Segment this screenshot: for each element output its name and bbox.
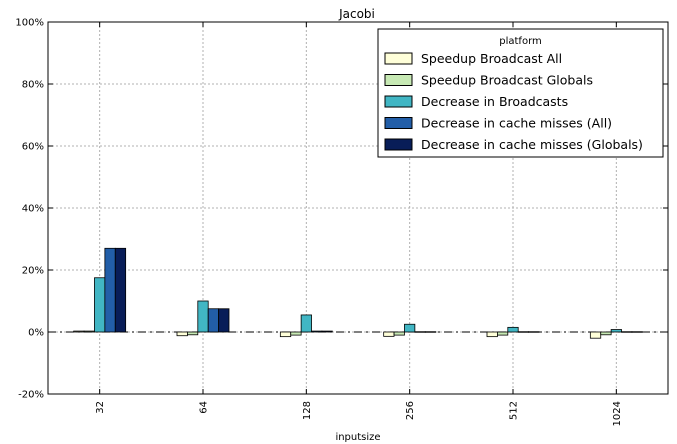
bar (197, 300, 209, 333)
bar (631, 331, 643, 333)
y-tick-label: -20% (18, 390, 44, 401)
bar (279, 331, 292, 338)
x-tick-label: 128 (302, 401, 313, 420)
bar (207, 308, 219, 333)
x-tick-label: 64 (199, 401, 210, 414)
y-axis-ticks: -20% 0% 20% 40% 60% 80% 100% (15, 18, 668, 401)
bar (589, 331, 602, 339)
bar (621, 331, 633, 333)
legend-swatch (384, 52, 413, 65)
bar (496, 331, 509, 336)
legend-swatch (384, 95, 413, 108)
bar (610, 329, 622, 333)
legend-label: Speedup Broadcast All (421, 51, 562, 66)
legend-swatch (384, 138, 413, 151)
y-tick-label: 100% (15, 18, 44, 29)
x-axis-label: inputsize (335, 432, 380, 443)
bar (290, 331, 302, 336)
bars (73, 247, 643, 339)
bar (600, 331, 612, 336)
bar (528, 331, 540, 333)
bar (83, 330, 95, 333)
bar (486, 331, 498, 338)
y-tick-label: 60% (22, 142, 44, 153)
bar (218, 308, 230, 333)
bar (414, 331, 426, 333)
y-tick-label: 20% (22, 266, 44, 277)
bar (404, 323, 416, 333)
x-axis-ticks: 32 64 128 256 512 1024 (95, 22, 623, 426)
legend-label: Decrease in cache misses (Globals) (421, 137, 643, 152)
bar (114, 247, 127, 333)
x-tick-label: 256 (405, 401, 416, 420)
bar (311, 330, 323, 333)
bar (393, 331, 405, 336)
bar (94, 277, 106, 333)
bar (424, 331, 437, 333)
bar (186, 331, 199, 336)
bar (176, 331, 188, 337)
x-tick-label: 512 (509, 401, 520, 420)
chart-title: Jacobi (338, 7, 375, 21)
bar (73, 330, 85, 333)
bar (321, 330, 333, 333)
legend-swatch (384, 74, 413, 86)
y-tick-label: 40% (22, 204, 44, 215)
legend-box (377, 28, 664, 158)
bar (104, 247, 116, 333)
x-tick-label: 1024 (612, 401, 623, 426)
bar (517, 331, 530, 333)
legend-swatch (384, 117, 413, 129)
bar (507, 326, 519, 333)
legend-title: platform (499, 36, 542, 47)
legend: platform Speedup Broadcast All Speedup Bro… (377, 28, 664, 158)
y-tick-label: 0% (28, 328, 44, 339)
y-tick-label: 80% (22, 80, 44, 91)
legend-label: Decrease in Broadcasts (421, 94, 568, 109)
bar (300, 314, 312, 333)
legend-label: Decrease in cache misses (All) (421, 116, 612, 131)
x-tick-label: 32 (95, 401, 106, 414)
legend-label: Speedup Broadcast Globals (421, 73, 593, 88)
bar (383, 331, 395, 337)
